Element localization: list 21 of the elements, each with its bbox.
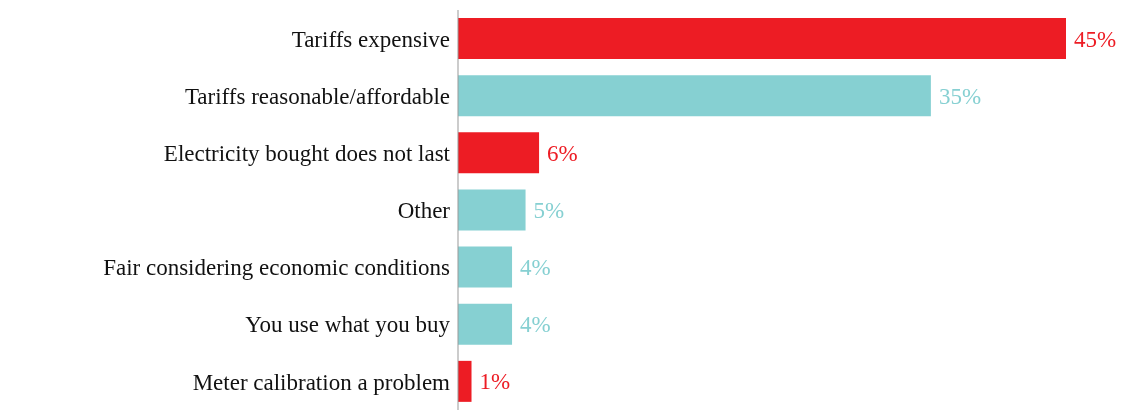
y-tick-label: Tariffs reasonable/affordable (184, 83, 450, 109)
y-tick-label: Electricity bought does not last (163, 141, 451, 167)
data-label: 6% (547, 140, 578, 166)
data-label: 35% (938, 83, 982, 109)
bar (458, 75, 931, 117)
data-label: 5% (533, 197, 565, 223)
bar (458, 246, 513, 288)
data-label: 4% (520, 255, 551, 281)
y-tick-label: Fair considering economic conditions (103, 255, 451, 281)
data-label: 1% (479, 369, 511, 395)
bar (458, 18, 1066, 59)
y-tick-label: Other (397, 198, 451, 224)
data-label: 4% (520, 312, 551, 338)
data-label: 45% (1074, 26, 1117, 52)
bar (458, 189, 526, 231)
y-tick-label: You use what you buy (245, 312, 451, 338)
y-tick-label: Tariffs expensive (291, 26, 450, 52)
bar (458, 303, 513, 345)
bar (458, 132, 540, 174)
y-tick-label: Meter calibration a problem (192, 369, 451, 395)
bar (458, 360, 472, 402)
